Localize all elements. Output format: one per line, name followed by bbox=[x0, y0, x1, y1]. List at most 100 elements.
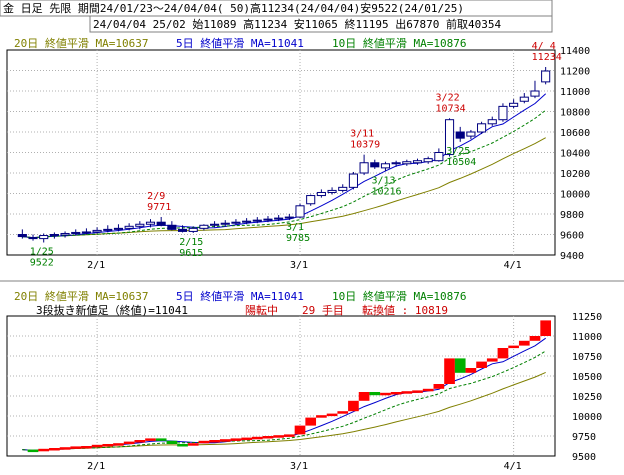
break-block bbox=[70, 446, 82, 449]
y-tick-label: 11400 bbox=[560, 46, 590, 57]
y-tick-label: 9500 bbox=[572, 452, 596, 463]
candle-body bbox=[113, 227, 124, 230]
candle-body bbox=[498, 105, 508, 121]
bottom-plot-frame bbox=[6, 315, 556, 457]
candle-body bbox=[124, 225, 134, 229]
y-tick-label: 10400 bbox=[560, 149, 590, 160]
y-tick-label: 10000 bbox=[560, 190, 590, 201]
candlestick-layer: 9400 9600 9800 10000 10200 10400 10600 10800 110… bbox=[7, 41, 590, 271]
break-block bbox=[219, 439, 231, 442]
header-ohlc-box bbox=[89, 15, 553, 33]
y-tick-label: 9600 bbox=[560, 231, 584, 242]
break-block bbox=[134, 440, 146, 443]
candle-body bbox=[541, 70, 551, 83]
break-block bbox=[518, 340, 530, 346]
legend-ma10: 10日 終値平滑 MA=10876 bbox=[332, 36, 466, 50]
break-block bbox=[369, 392, 381, 396]
y-tick-label: 10200 bbox=[560, 169, 590, 180]
candle-body bbox=[348, 173, 358, 188]
break-block bbox=[422, 388, 434, 392]
candle-body bbox=[423, 158, 433, 163]
break-block bbox=[113, 443, 124, 446]
break-block bbox=[251, 436, 263, 440]
tlb-close-value: 3段抜き新値足（終値)=11041 bbox=[36, 303, 188, 317]
candle-body bbox=[370, 162, 380, 168]
bottom-legend-ma5: 5日 終値平滑 MA=11041 bbox=[176, 289, 304, 303]
candle-body bbox=[444, 119, 455, 156]
break-block bbox=[380, 392, 391, 396]
candle-body bbox=[199, 224, 209, 229]
y-tick-label: 9750 bbox=[572, 432, 596, 443]
x-tick-label: 3/1 bbox=[290, 461, 308, 472]
break-block bbox=[305, 417, 317, 426]
y-tick-label: 11000 bbox=[560, 87, 590, 98]
annotation-value: 9615 bbox=[179, 248, 203, 259]
break-block bbox=[27, 449, 39, 453]
y-tick-label: 11000 bbox=[572, 332, 602, 343]
candle-body bbox=[530, 90, 540, 97]
x-tick-label: 4/1 bbox=[504, 260, 522, 271]
break-block bbox=[145, 438, 156, 441]
candle-body bbox=[92, 229, 102, 233]
break-block bbox=[209, 440, 220, 443]
header-ohlc: 24/04/04 25/02 始11089 高11234 安11065 終111… bbox=[93, 17, 502, 31]
annotation-date: 4/ 4 bbox=[532, 41, 556, 52]
break-block bbox=[241, 437, 252, 441]
annotation-date: 3/1 bbox=[286, 222, 304, 233]
break-block bbox=[198, 440, 210, 444]
candle-body bbox=[156, 221, 166, 226]
break-block bbox=[166, 440, 178, 444]
candle-body bbox=[412, 160, 423, 164]
ma5-line bbox=[22, 93, 547, 239]
break-block bbox=[294, 425, 306, 435]
annotation-value: 10216 bbox=[371, 186, 401, 197]
candle-body bbox=[338, 186, 348, 191]
annotation-date: 3/25 bbox=[446, 146, 470, 157]
annotation-date: 3/22 bbox=[436, 92, 460, 103]
candle-body bbox=[295, 205, 305, 218]
candle-body bbox=[359, 162, 369, 174]
break-block bbox=[102, 444, 114, 447]
break-block bbox=[465, 368, 477, 373]
candle-body bbox=[306, 195, 316, 205]
break-block bbox=[412, 390, 423, 393]
break-block bbox=[155, 438, 167, 441]
break-block bbox=[230, 438, 242, 441]
header-title: 金 日足 先限 期間24/01/23～24/04/04( 50)高11234(2… bbox=[3, 1, 464, 15]
candle-body bbox=[167, 224, 177, 230]
x-tick-label: 2/1 bbox=[87, 461, 105, 472]
break-block bbox=[486, 358, 498, 362]
annotation-value: 9771 bbox=[147, 202, 171, 213]
bottom-ma10-line bbox=[22, 350, 546, 451]
annotation-value: 10504 bbox=[446, 157, 476, 168]
break-block bbox=[358, 392, 370, 401]
break-block bbox=[401, 391, 413, 394]
break-block bbox=[390, 392, 402, 395]
bottom-legend-ma10: 10日 終値平滑 MA=10876 bbox=[332, 289, 466, 303]
candle-body bbox=[252, 219, 262, 222]
candle-body bbox=[145, 221, 156, 225]
break-block bbox=[316, 415, 327, 418]
x-tick-label: 4/1 bbox=[504, 461, 522, 472]
break-block bbox=[59, 447, 71, 450]
candle-body bbox=[210, 223, 220, 226]
annotation-date: 3/13 bbox=[371, 175, 395, 186]
y-tick-label: 9800 bbox=[560, 210, 584, 221]
annotation-date: 1/25 bbox=[30, 246, 54, 257]
break-block bbox=[326, 413, 338, 417]
break-block bbox=[91, 444, 103, 448]
candle-body bbox=[60, 232, 70, 236]
candle-body bbox=[81, 231, 91, 234]
candle-body bbox=[188, 227, 198, 232]
break-block bbox=[348, 400, 359, 412]
annotation-value: 10734 bbox=[436, 103, 466, 114]
y-tick-label: 11250 bbox=[572, 312, 602, 323]
break-block bbox=[49, 448, 60, 451]
candle-body bbox=[466, 131, 476, 137]
bottom-legend-ma20: 20日 終値平滑 MA=10637 bbox=[14, 289, 148, 303]
y-tick-label: 10750 bbox=[572, 352, 602, 363]
candle-body bbox=[39, 235, 49, 240]
annotation-date: 2/15 bbox=[179, 237, 203, 248]
legend-ma20: 20日 終値平滑 MA=10637 bbox=[14, 36, 148, 50]
